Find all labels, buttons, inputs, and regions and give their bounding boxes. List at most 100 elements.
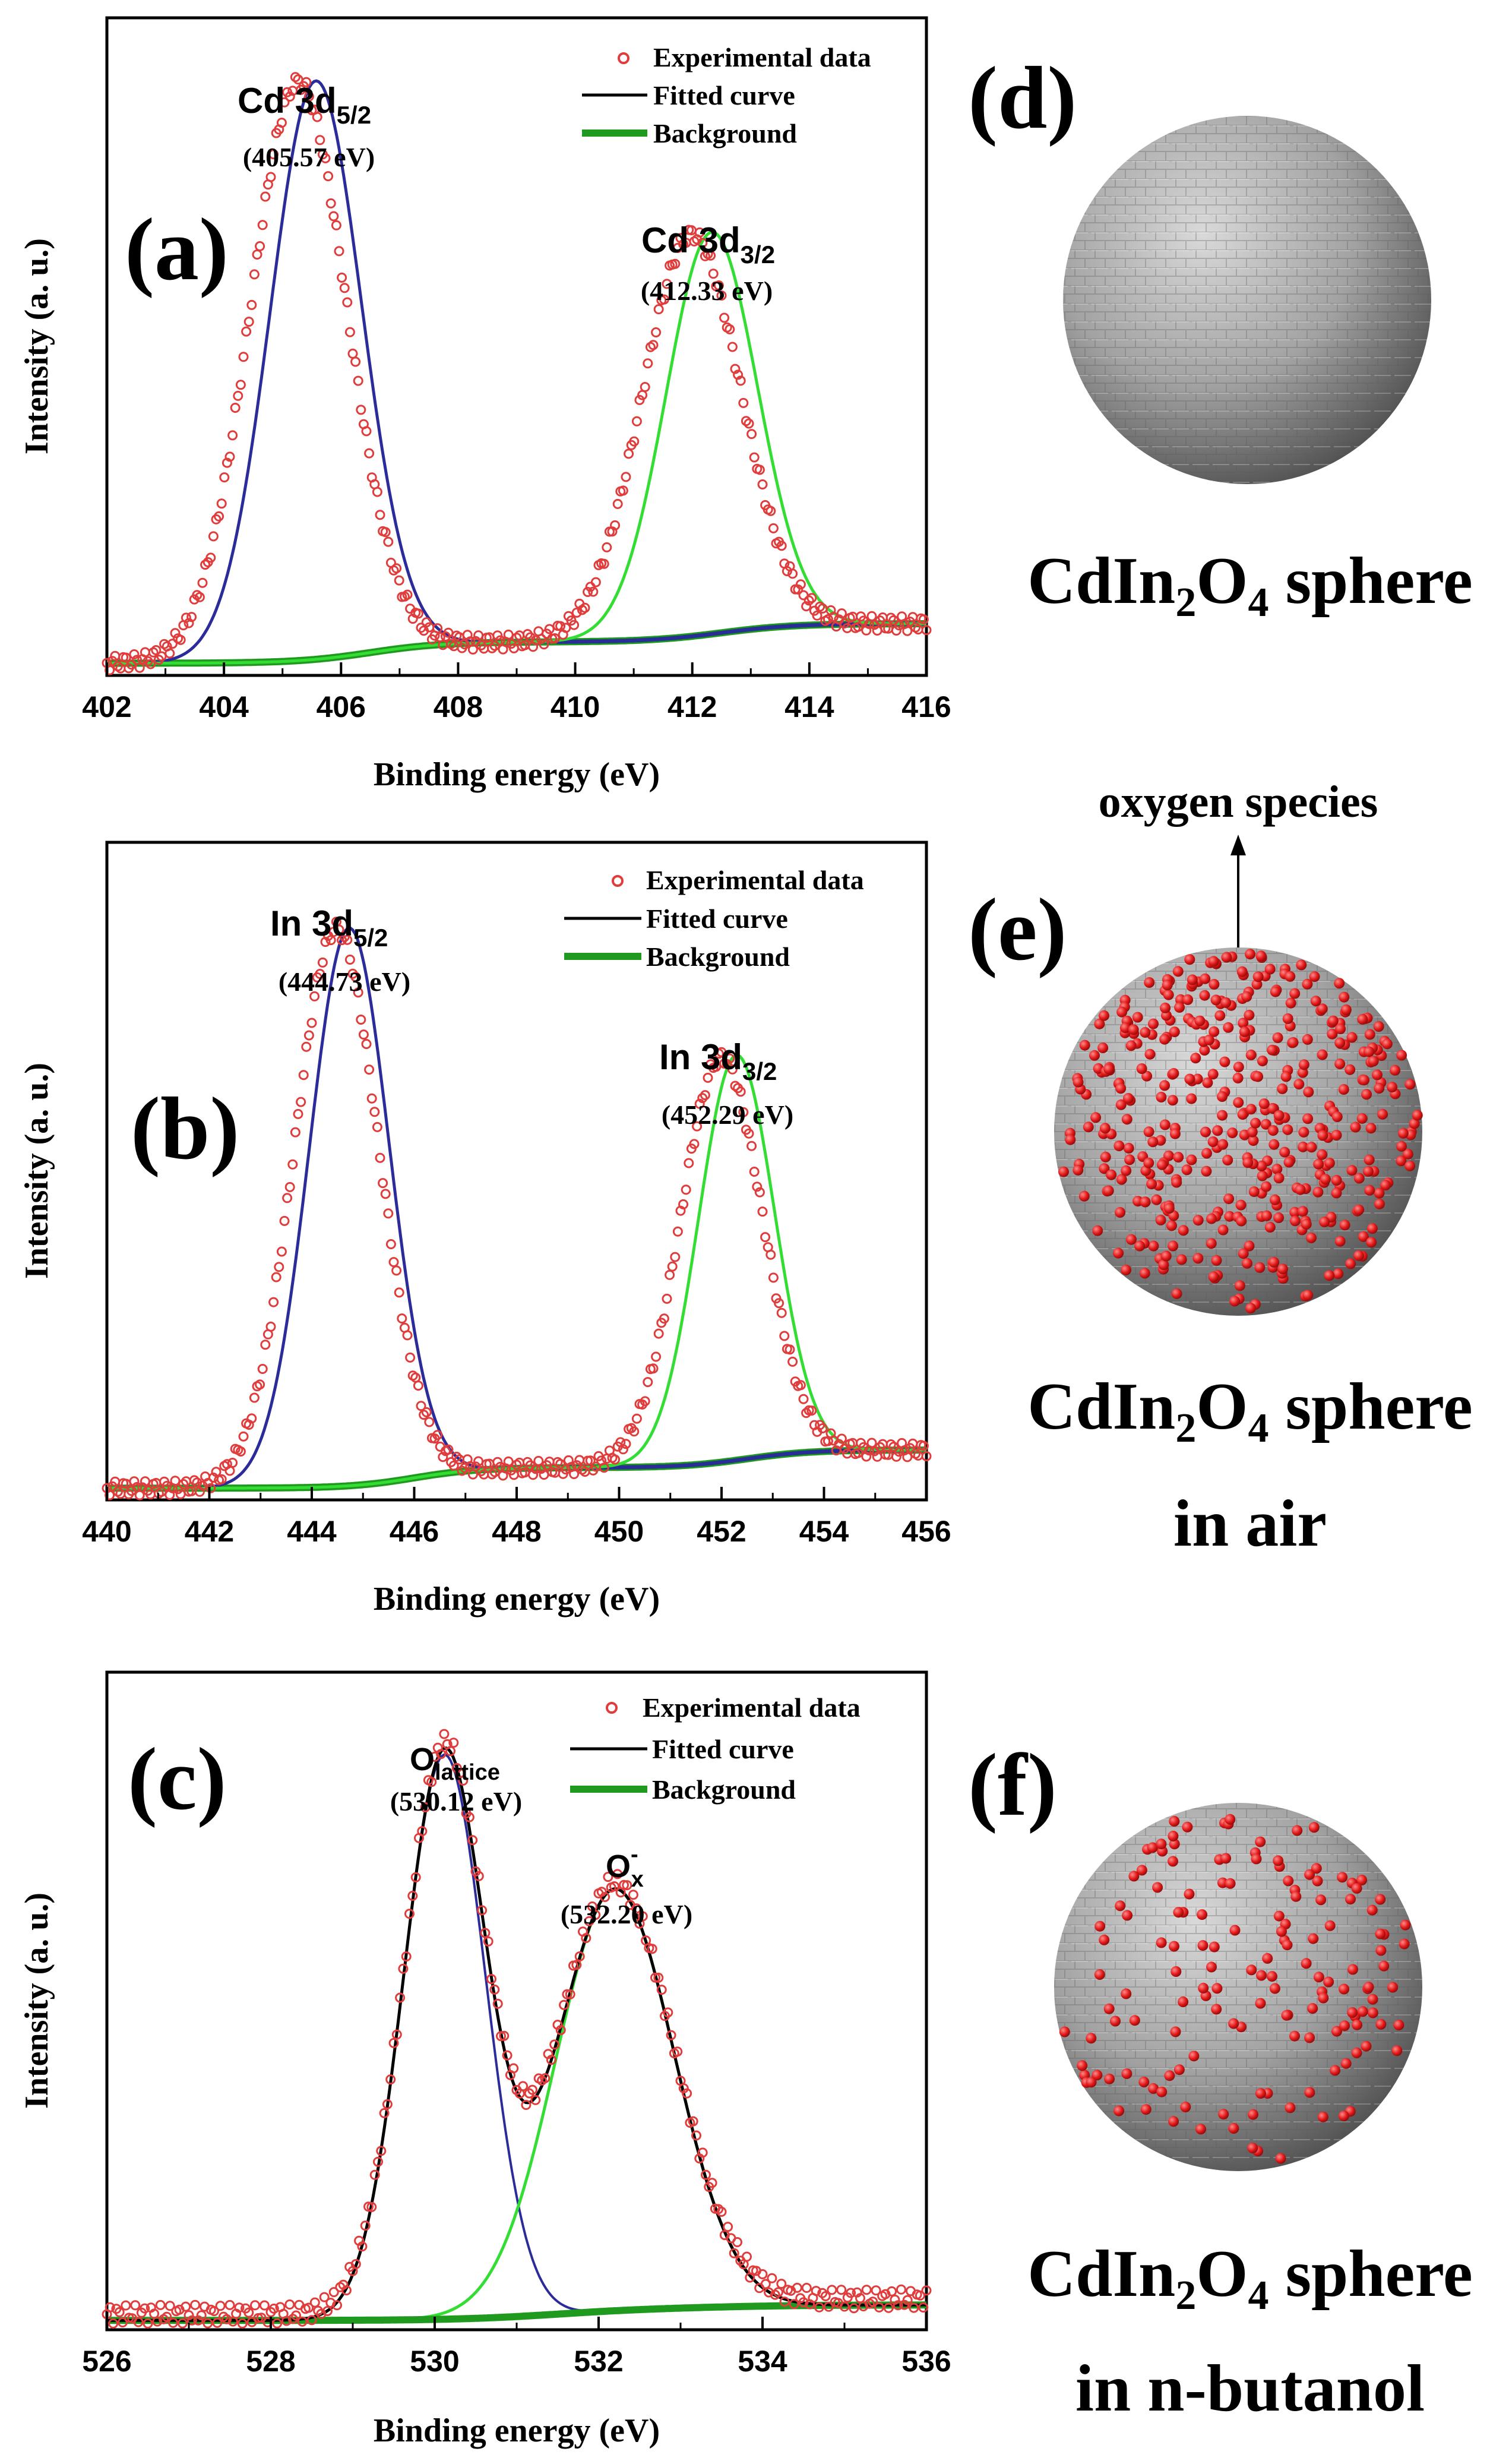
oxygen-dot <box>1171 1177 1182 1188</box>
oxygen-dot <box>1282 1124 1293 1135</box>
experimental-point <box>618 1444 628 1455</box>
oxygen-dot <box>1079 1040 1090 1051</box>
experimental-point <box>413 608 423 619</box>
oxygen-dot <box>1207 1069 1219 1080</box>
oxygen-dot <box>1273 1110 1285 1121</box>
experimental-point <box>792 2282 802 2293</box>
x-axis-label: Binding energy (eV) <box>374 2412 660 2449</box>
experimental-point <box>361 426 372 437</box>
oxygen-dot <box>1363 1982 1374 1993</box>
oxygen-dot <box>1232 1072 1244 1083</box>
peak-label-in-3-2: In 3d3/2 (452.29 eV) <box>659 1037 793 1130</box>
oxygen-dot <box>1402 1148 1413 1160</box>
experimental-point <box>477 1905 488 1916</box>
legend-label-background: Background <box>653 118 797 149</box>
experimental-point <box>457 1465 467 1476</box>
oxygen-dot <box>1143 1157 1154 1168</box>
experimental-point <box>279 97 290 108</box>
experimental-point <box>404 1909 415 1919</box>
experimental-point <box>214 511 224 522</box>
oxygen-dot <box>1261 1181 1272 1192</box>
oxygen-dot <box>1221 952 1232 963</box>
oxygen-dot <box>1260 1119 1271 1130</box>
experimental-point <box>536 634 546 645</box>
svg-text:In 3d3/2: In 3d3/2 <box>659 1037 777 1085</box>
oxygen-dot <box>1236 1215 1247 1227</box>
experimental-point <box>647 1944 657 1954</box>
oxygen-dot <box>1190 1053 1201 1064</box>
oxygen-dot <box>1187 974 1198 985</box>
oxygen-dot <box>1318 1992 1329 2004</box>
experimental-point <box>590 577 601 587</box>
experimental-point <box>670 1252 681 1262</box>
experimental-point <box>585 1455 596 1466</box>
experimental-point <box>749 1167 760 1177</box>
experimental-point <box>373 2156 383 2167</box>
oxygen-dot <box>1147 1842 1158 1853</box>
caption-line-1: CdIn2O4 sphere <box>1027 1370 1472 1451</box>
oxygen-dot <box>1212 1125 1223 1136</box>
fit-peak-ox <box>107 1887 926 2322</box>
oxygen-dot <box>1202 1077 1213 1088</box>
oxygen-dot <box>1158 1259 1169 1271</box>
oxygen-dot <box>1367 1994 1378 2005</box>
oxygen-dot <box>1208 1271 1219 1282</box>
experimental-point <box>309 2297 320 2308</box>
oxygen-dot <box>1122 1910 1133 1921</box>
oxygen-dot <box>1244 1240 1255 1252</box>
oxygen-dot <box>1238 1248 1249 1259</box>
oxygen-dot <box>1121 2068 1132 2079</box>
experimental-point <box>170 628 181 639</box>
oxygen-dot <box>1330 2065 1341 2076</box>
experimental-point <box>369 2169 380 2180</box>
x-axis-ticks: 526 528 530 532 534 536 <box>82 2317 951 2378</box>
experimental-point <box>521 2100 532 2110</box>
experimental-point <box>227 1458 238 1468</box>
experimental-point <box>255 1379 265 1390</box>
experimental-point <box>344 327 355 337</box>
oxygen-dot <box>1399 1938 1410 1950</box>
caption-part: sphere <box>1268 544 1472 618</box>
experimental-point <box>290 1127 300 1138</box>
experimental-point <box>301 77 312 87</box>
experimental-point <box>701 2169 711 2180</box>
oxygen-dot <box>1206 1238 1217 1249</box>
experimental-point <box>855 2293 865 2304</box>
experimental-point <box>394 1287 404 1298</box>
experimental-point <box>746 429 757 440</box>
experimental-point <box>380 527 391 538</box>
experimental-point <box>902 1452 913 1462</box>
experimental-point <box>350 971 361 982</box>
experimental-point <box>366 2201 377 2212</box>
experimental-point <box>530 2095 541 2105</box>
experimental-point <box>350 356 361 367</box>
oxygen-dot <box>1323 1976 1334 1988</box>
x-tick-label: 454 <box>799 1515 849 1548</box>
oxygen-dot <box>1258 1098 1270 1110</box>
experimental-point <box>836 2285 847 2295</box>
oxygen-dot <box>1331 2026 1342 2037</box>
oxygen-dot <box>1103 1063 1115 1075</box>
oxygen-dot <box>1251 1853 1262 1865</box>
experimental-point <box>439 1729 450 1739</box>
oxygen-dot <box>1173 1907 1184 1918</box>
oxygen-dot <box>1261 1210 1272 1221</box>
oxygen-dot <box>1132 1012 1143 1023</box>
experimental-point <box>732 2237 742 2247</box>
experimental-point <box>861 2285 872 2295</box>
experimental-point <box>571 607 582 618</box>
experimental-point <box>921 2285 932 2296</box>
oxygen-dot <box>1214 1010 1226 1021</box>
experimental-point <box>105 1490 115 1500</box>
oxygen-dot <box>1289 1215 1301 1227</box>
oxygen-dot <box>1115 1207 1126 1218</box>
experimental-point <box>284 91 295 102</box>
oxygen-dot <box>1182 994 1194 1005</box>
experimental-point <box>249 1392 260 1403</box>
caption-subscript: 4 <box>1248 1405 1268 1451</box>
experimental-point <box>820 2291 831 2301</box>
experimental-point <box>672 2046 683 2057</box>
experimental-point <box>918 614 929 625</box>
experimental-point <box>235 1446 246 1457</box>
experimental-point <box>432 623 443 634</box>
